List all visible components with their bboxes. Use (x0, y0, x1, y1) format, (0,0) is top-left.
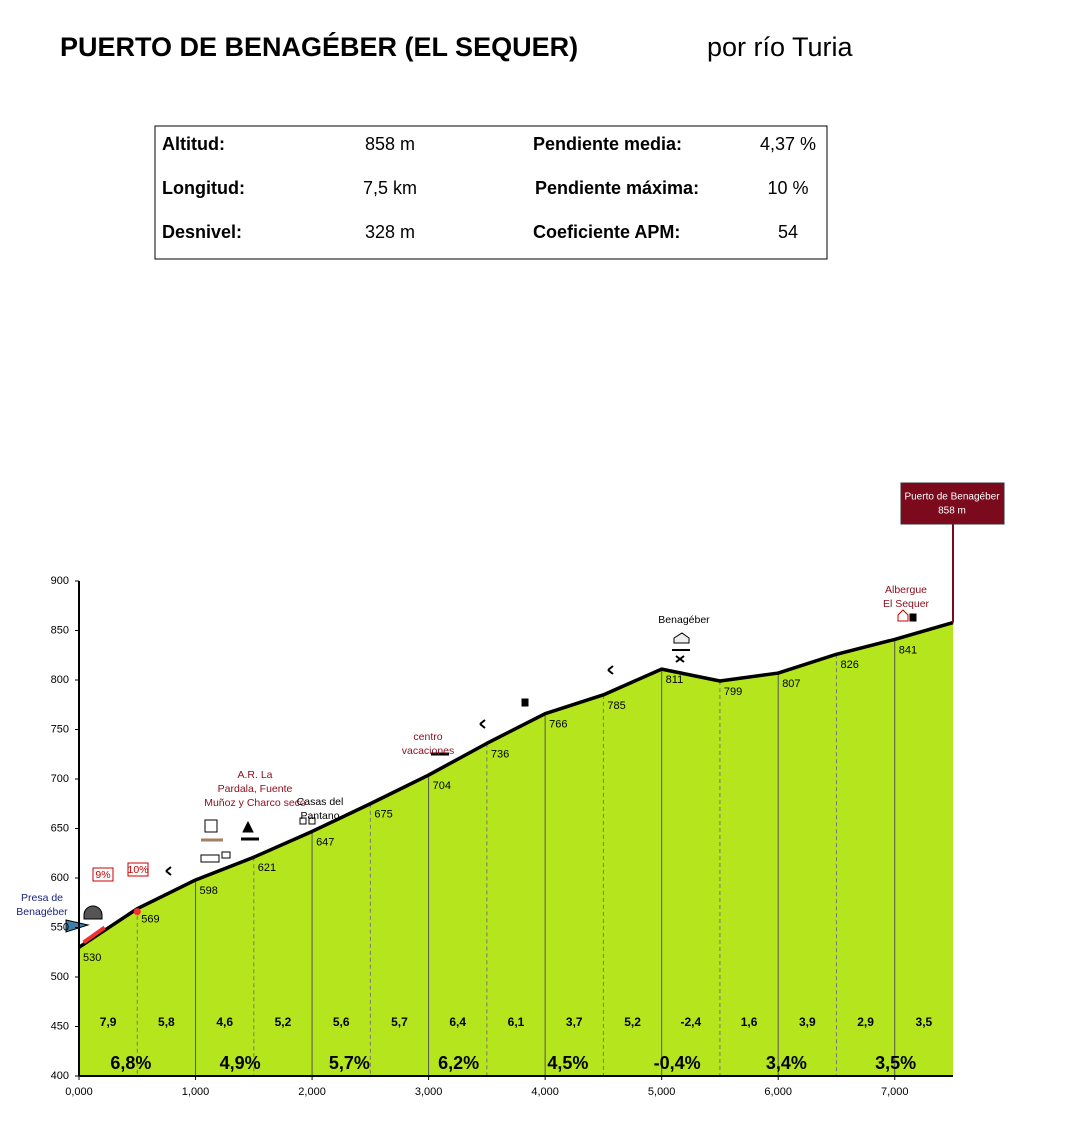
annotation: Presa de Benagéber (16, 892, 68, 918)
data-label: 647 (316, 836, 334, 848)
data-label: 704 (433, 780, 451, 792)
y-tick-label: 750 (51, 723, 69, 735)
y-tick-label: 800 (51, 674, 69, 686)
profile-area (79, 622, 953, 1076)
km-gradient: 4,9% (220, 1053, 261, 1073)
stat-cell: 4,37 % (760, 134, 816, 154)
steep-section (82, 925, 106, 944)
x-tick-label: 1,000 (182, 1086, 210, 1098)
data-label: 799 (724, 686, 742, 698)
y-tick-label: 850 (51, 624, 69, 636)
data-label: 785 (607, 700, 625, 712)
icons (65, 609, 917, 933)
data-label: 675 (374, 809, 392, 821)
grade-badge (92, 867, 114, 882)
segment-gradient: 3,9 (799, 1015, 816, 1029)
stat-cell: Coeficiente APM: (533, 222, 680, 242)
x-tick-label: 3,000 (415, 1086, 443, 1098)
y-tick-label: 500 (51, 971, 69, 983)
segment-gradient: 2,9 (857, 1015, 874, 1029)
annotation: 10% (127, 864, 148, 876)
x-tick-label: 6,000 (764, 1086, 792, 1098)
km-gradient: 3,5% (875, 1053, 916, 1073)
segment-gradient: 1,6 (741, 1015, 758, 1029)
stats-box (154, 125, 828, 260)
segment-gradient: 6,1 (508, 1015, 525, 1029)
data-label: 598 (200, 885, 218, 897)
stat-cell: Pendiente máxima: (535, 178, 699, 198)
km-gradient: 6,8% (110, 1053, 151, 1073)
segment-gradient: 5,7 (391, 1015, 408, 1029)
data-label: 807 (782, 678, 800, 690)
x-tick-label: 2,000 (298, 1086, 326, 1098)
segment-gradient: 3,5 (916, 1015, 933, 1029)
stat-cell: 10 % (767, 178, 808, 198)
stat-cell: 858 m (365, 134, 415, 154)
profile-line (78, 620, 954, 949)
annotation: Benagéber (658, 614, 710, 626)
y-tick-label: 700 (51, 773, 69, 785)
steep-point (133, 908, 141, 916)
annotation: centro vacaciones (402, 731, 455, 757)
x-tick-label: 5,000 (648, 1086, 676, 1098)
y-tick-label: 650 (51, 822, 69, 834)
km-gradient: 4,5% (547, 1053, 588, 1073)
segment-gradient: 6,4 (449, 1015, 466, 1029)
stat-cell: Longitud: (162, 178, 245, 198)
data-label: 621 (258, 862, 276, 874)
title: PUERTO DE BENAGÉBER (EL SEQUER) (60, 31, 578, 62)
stat-cell: Desnivel: (162, 222, 242, 242)
y-tick-label: 400 (51, 1070, 69, 1082)
x-tick-label: 4,000 (531, 1086, 559, 1098)
x-tick-label: 0,000 (65, 1086, 93, 1098)
segment-gradient: 5,8 (158, 1015, 175, 1029)
y-tick-label: 450 (51, 1020, 69, 1032)
segment-gradient: -2,4 (680, 1015, 701, 1029)
y-tick-label: 600 (51, 872, 69, 884)
stat-cell: Altitud: (162, 134, 225, 154)
summit-value: 858 m (938, 506, 966, 517)
data-label: 841 (899, 644, 917, 656)
segment-gradient: 5,6 (333, 1015, 350, 1029)
data-label: 826 (840, 659, 858, 671)
grade-badge (127, 862, 149, 877)
subtitle: por río Turia (707, 32, 854, 62)
km-gradient: 5,7% (329, 1053, 370, 1073)
annotation: Albergue El Sequer (883, 584, 930, 610)
stat-cell: 54 (778, 222, 798, 242)
data-label: 530 (83, 952, 101, 964)
stat-cell: Pendiente media: (533, 134, 682, 154)
data-label: 811 (666, 674, 684, 686)
data-label: 736 (491, 748, 509, 760)
stat-cell: 7,5 km (363, 178, 417, 198)
annotation: Casas del Pantano (297, 796, 344, 822)
segment-gradient: 5,2 (275, 1015, 292, 1029)
annotation: A.R. La Pardala, Fuente Muñoz y Charco sec… (204, 769, 306, 809)
segment-gradient: 5,2 (624, 1015, 641, 1029)
summit-name: Puerto de Benagéber (904, 492, 1000, 503)
y-tick-label: 550 (51, 921, 69, 933)
segment-gradient: 7,9 (100, 1015, 117, 1029)
segment-gradient: 3,7 (566, 1015, 583, 1029)
segment-gradient: 4,6 (216, 1015, 233, 1029)
summit-box (900, 482, 1005, 525)
stat-cell: 328 m (365, 222, 415, 242)
km-gradient: 3,4% (766, 1053, 807, 1073)
y-tick-label: 900 (51, 575, 69, 587)
data-label: 569 (141, 914, 159, 926)
annotation: 9% (95, 869, 110, 881)
km-gradient: -0,4% (654, 1053, 701, 1073)
data-label: 766 (549, 719, 567, 731)
x-tick-label: 7,000 (881, 1086, 909, 1098)
km-gradient: 6,2% (438, 1053, 479, 1073)
